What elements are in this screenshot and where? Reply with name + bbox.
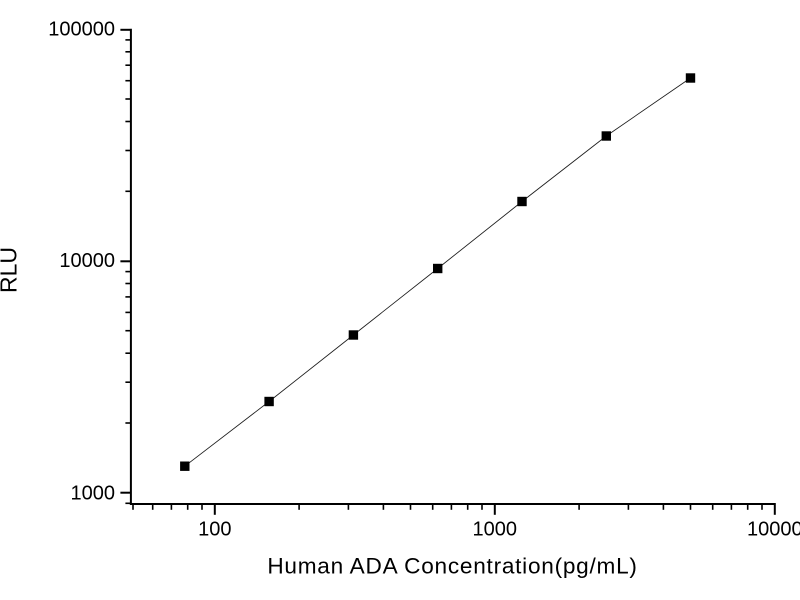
svg-text:RLU: RLU (0, 247, 22, 293)
svg-text:1000: 1000 (473, 519, 518, 541)
svg-text:1000: 1000 (71, 483, 116, 505)
svg-text:Human ADA Concentration(pg/mL): Human ADA Concentration(pg/mL) (267, 553, 637, 578)
svg-text:10000: 10000 (59, 250, 115, 272)
svg-text:100000: 100000 (48, 18, 115, 40)
svg-text:10000: 10000 (747, 519, 800, 541)
svg-text:100: 100 (198, 519, 231, 541)
